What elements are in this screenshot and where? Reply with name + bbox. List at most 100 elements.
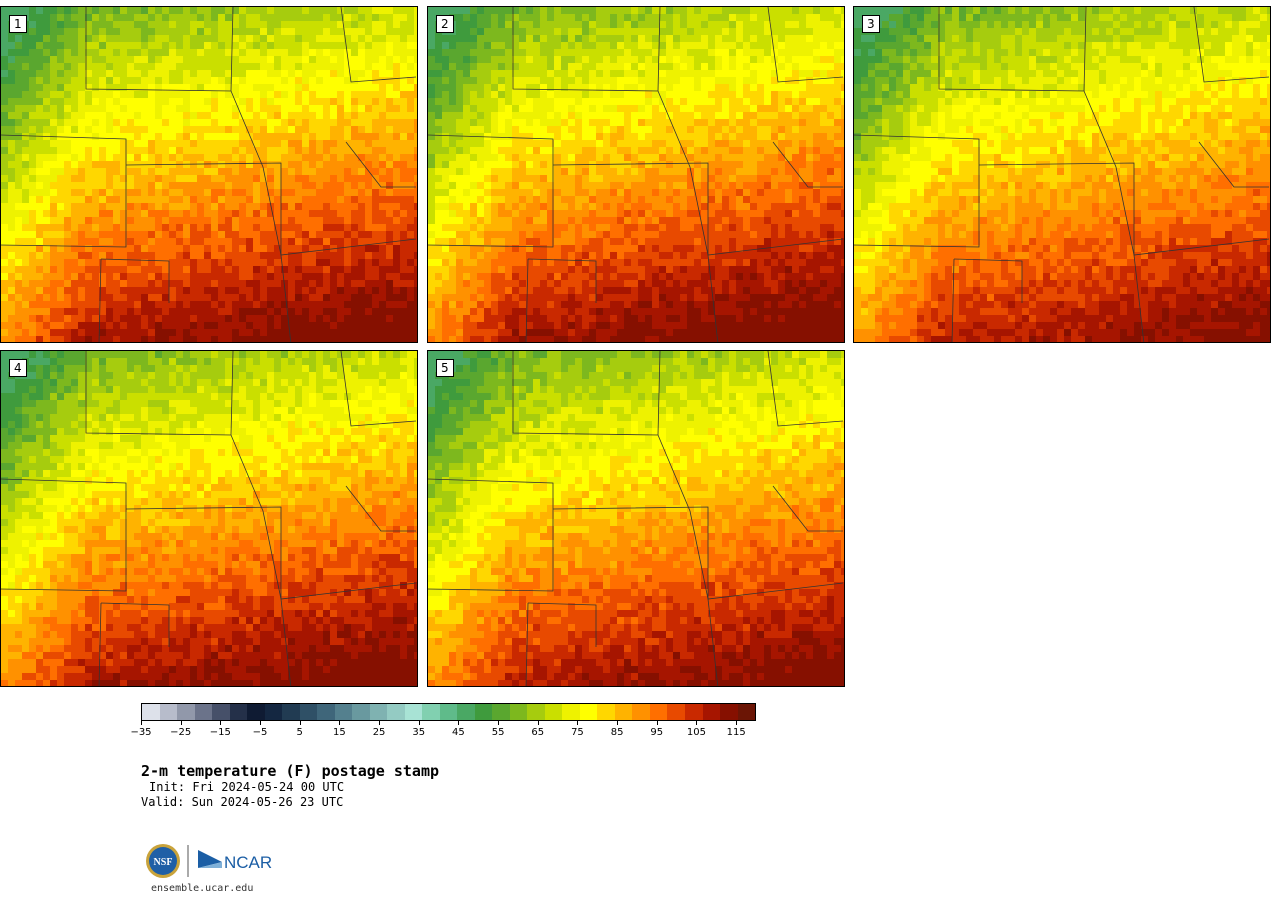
temperature-cell <box>554 168 561 175</box>
temperature-cell <box>407 231 414 238</box>
temperature-cell <box>211 266 218 273</box>
temperature-cell <box>176 301 183 308</box>
temperature-cell <box>267 168 274 175</box>
temperature-cell <box>71 329 78 336</box>
temperature-cell <box>498 70 505 77</box>
temperature-cell <box>547 203 554 210</box>
temperature-cell <box>820 49 827 56</box>
temperature-cell <box>43 315 50 322</box>
temperature-cell <box>8 329 15 336</box>
temperature-cell <box>218 266 225 273</box>
temperature-cell <box>239 63 246 70</box>
temperature-cell <box>197 175 204 182</box>
temperature-cell <box>449 42 456 49</box>
temperature-cell <box>267 259 274 266</box>
temperature-cell <box>736 77 743 84</box>
temperature-cell <box>547 196 554 203</box>
temperature-cell <box>15 273 22 280</box>
temperature-cell <box>15 126 22 133</box>
temperature-cell <box>715 77 722 84</box>
temperature-cell <box>414 119 417 126</box>
temperature-cell <box>358 42 365 49</box>
temperature-cell <box>540 210 547 217</box>
temperature-cell <box>778 119 785 126</box>
temperature-cell <box>225 70 232 77</box>
temperature-cell <box>36 273 43 280</box>
temperature-cell <box>526 154 533 161</box>
temperature-cell <box>729 189 736 196</box>
temperature-cell <box>372 301 379 308</box>
temperature-cell <box>449 91 456 98</box>
temperature-cell <box>477 182 484 189</box>
temperature-cell <box>568 49 575 56</box>
temperature-cell <box>722 224 729 231</box>
temperature-cell <box>463 98 470 105</box>
temperature-cell <box>638 203 645 210</box>
temperature-cell <box>148 91 155 98</box>
temperature-cell <box>498 77 505 84</box>
temperature-cell <box>197 189 204 196</box>
temperature-cell <box>526 231 533 238</box>
temperature-cell <box>99 287 106 294</box>
temperature-cell <box>155 252 162 259</box>
temperature-cell <box>253 196 260 203</box>
temperature-cell <box>43 126 50 133</box>
temperature-cell <box>449 56 456 63</box>
temperature-cell <box>162 98 169 105</box>
temperature-cell <box>190 266 197 273</box>
temperature-cell <box>778 112 785 119</box>
temperature-cell <box>239 280 246 287</box>
temperature-cell <box>806 70 813 77</box>
temperature-cell <box>526 21 533 28</box>
temperature-cell <box>778 175 785 182</box>
temperature-cell <box>85 56 92 63</box>
temperature-cell <box>190 203 197 210</box>
temperature-cell <box>841 224 844 231</box>
temperature-cell <box>162 210 169 217</box>
temperature-cell <box>50 322 57 329</box>
temperature-cell <box>64 196 71 203</box>
temperature-cell <box>288 231 295 238</box>
temperature-cell <box>99 70 106 77</box>
temperature-cell <box>281 217 288 224</box>
temperature-cell <box>372 308 379 315</box>
temperature-cell <box>141 280 148 287</box>
temperature-cell <box>736 175 743 182</box>
temperature-cell <box>1 154 8 161</box>
temperature-cell <box>253 273 260 280</box>
temperature-cell <box>736 203 743 210</box>
temperature-cell <box>127 280 134 287</box>
temperature-cell <box>1 329 8 336</box>
temperature-cell <box>302 140 309 147</box>
temperature-cell <box>71 98 78 105</box>
temperature-cell <box>309 56 316 63</box>
temperature-cell <box>610 91 617 98</box>
temperature-cell <box>169 189 176 196</box>
temperature-cell <box>841 112 844 119</box>
temperature-cell <box>344 42 351 49</box>
temperature-cell <box>162 189 169 196</box>
temperature-cell <box>204 203 211 210</box>
temperature-cell <box>785 224 792 231</box>
temperature-cell <box>645 224 652 231</box>
temperature-cell <box>827 154 834 161</box>
temperature-cell <box>232 133 239 140</box>
temperature-cell <box>554 105 561 112</box>
temperature-cell <box>99 196 106 203</box>
temperature-cell <box>624 28 631 35</box>
temperature-cell <box>64 105 71 112</box>
temperature-cell <box>330 140 337 147</box>
temperature-cell <box>666 91 673 98</box>
temperature-cell <box>631 140 638 147</box>
temperature-cell <box>400 315 407 322</box>
temperature-cell <box>302 231 309 238</box>
temperature-cell <box>344 259 351 266</box>
temperature-cell <box>22 175 29 182</box>
temperature-cell <box>568 98 575 105</box>
temperature-cell <box>463 168 470 175</box>
temperature-cell <box>337 42 344 49</box>
temperature-cell <box>274 308 281 315</box>
temperature-cell <box>253 294 260 301</box>
temperature-cell <box>169 259 176 266</box>
temperature-cell <box>470 140 477 147</box>
